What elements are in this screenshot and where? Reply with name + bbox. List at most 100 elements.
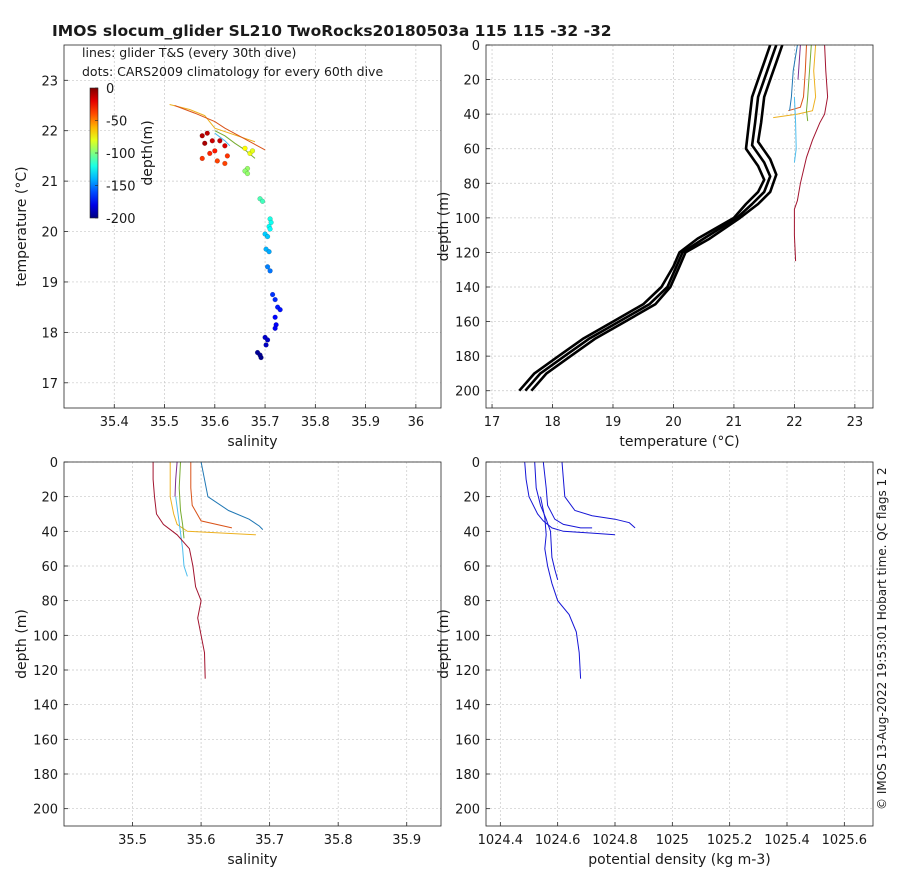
y-tick-label: 180 [455, 768, 480, 783]
x-axis-label: potential density (kg m-3) [588, 852, 770, 868]
x-tick-label: 20 [665, 415, 682, 430]
y-tick-label: 100 [33, 629, 58, 644]
colorbar-tick-label: -200 [106, 212, 136, 227]
climatology-dot [244, 170, 251, 177]
y-tick-label: 140 [455, 281, 480, 296]
x-tick-label: 1025.4 [764, 833, 810, 848]
y-tick-label: 200 [455, 385, 480, 400]
climatology-profile [518, 45, 772, 392]
glider-profile [797, 45, 801, 80]
glider-profile [178, 462, 185, 539]
climatology-dot [277, 307, 283, 313]
y-tick-label: 21 [41, 175, 58, 190]
y-tick-label: 0 [50, 456, 58, 471]
glider-profile [542, 462, 593, 529]
x-tick-label: 35.8 [324, 833, 353, 848]
x-tick-label: 35.7 [255, 833, 284, 848]
y-tick-label: 20 [41, 491, 58, 506]
climatology-dot [266, 249, 272, 255]
x-tick-label: 35.8 [301, 415, 330, 430]
axes-frame [63, 461, 442, 827]
glider-profile [169, 462, 256, 536]
glider-ts-line [169, 104, 256, 143]
y-tick-label: 17 [41, 377, 58, 392]
x-tick-label: 1025.6 [822, 833, 868, 848]
climatology-dot [267, 268, 273, 274]
glider-profile [793, 96, 797, 163]
climatology-dot [224, 153, 230, 159]
climatology-dot [204, 130, 210, 136]
glider-profile [200, 462, 264, 530]
glider-profile [175, 496, 188, 577]
climatology-dot [272, 297, 278, 303]
y-tick-label: 60 [463, 143, 480, 158]
y-tick-label: 160 [33, 733, 58, 748]
glider-profile [190, 462, 233, 529]
climatology-dot [264, 337, 271, 343]
climatology-dot [270, 291, 276, 298]
glider-profile [789, 45, 798, 111]
chart-dens: 1024.4 1024.6 1024.8 1025 1025.2 1025.4 1025.6… [436, 456, 874, 868]
climatology-profile [524, 45, 778, 392]
climatology-dot [199, 155, 205, 162]
y-tick-label: 100 [455, 212, 480, 227]
x-tick-label: 18 [544, 415, 561, 430]
climatology-dot [264, 264, 271, 270]
x-tick-label: 22 [786, 415, 803, 430]
x-tick-label: 35.6 [200, 415, 229, 430]
climatology-dot [268, 219, 274, 226]
y-tick-label: 80 [463, 595, 480, 610]
x-tick-label: 1024.6 [535, 833, 581, 848]
legend-lines: lines: glider T&S (every 30th dive) [82, 45, 296, 60]
climatology-profile [530, 45, 784, 392]
glider-profile [793, 45, 829, 262]
climatology-dot [249, 148, 256, 154]
glider-profile [773, 45, 817, 119]
y-tick-label: 200 [455, 803, 480, 818]
climatology-dot [209, 138, 215, 144]
x-axis-label: salinity [227, 434, 277, 450]
colorbar-tick-label: -100 [106, 147, 136, 162]
climatology-dot [222, 143, 228, 149]
climatology-dot [259, 198, 266, 204]
climatology-dot [264, 233, 271, 240]
x-axis-label: temperature (°C) [619, 434, 739, 450]
climatology-dot [258, 354, 264, 361]
y-tick-label: 120 [455, 664, 480, 679]
colorbar-label: depth(m) [140, 120, 156, 185]
y-tick-label: 22 [41, 125, 58, 140]
glider-ts-line [174, 105, 266, 151]
x-tick-label: 35.4 [100, 415, 129, 430]
climatology-dot [267, 226, 273, 232]
climatology-dot [214, 158, 220, 164]
colorbar-tick-label: 0 [106, 82, 114, 97]
climatology-dot [199, 133, 205, 139]
x-tick-label: 17 [484, 415, 501, 430]
y-tick-label: 180 [33, 768, 58, 783]
x-tick-label: 35.6 [187, 833, 216, 848]
colorbar-tick-label: -150 [106, 180, 136, 195]
footer-note: © IMOS 13-Aug-2022 19:53:01 Hobart time.… [875, 467, 889, 810]
y-tick-label: 140 [33, 699, 58, 714]
y-tick-label: 20 [463, 74, 480, 89]
y-tick-label: 18 [41, 326, 58, 341]
x-tick-label: 35.9 [351, 415, 380, 430]
plot-area [524, 462, 636, 679]
glider-profile [524, 462, 616, 536]
axes-frame [485, 461, 874, 827]
x-tick-label: 19 [605, 415, 622, 430]
glider-profile [534, 462, 559, 581]
y-axis-label: depth (m) [436, 609, 452, 679]
y-tick-label: 60 [463, 560, 480, 575]
y-tick-label: 20 [41, 226, 58, 241]
x-tick-label: 35.7 [251, 415, 280, 430]
y-tick-label: 40 [41, 525, 58, 540]
y-tick-label: 160 [455, 733, 480, 748]
x-tick-label: 1025 [656, 833, 689, 848]
y-tick-label: 100 [455, 629, 480, 644]
x-tick-label: 36 [408, 415, 425, 430]
y-tick-label: 19 [41, 276, 58, 291]
y-tick-label: 40 [463, 108, 480, 123]
